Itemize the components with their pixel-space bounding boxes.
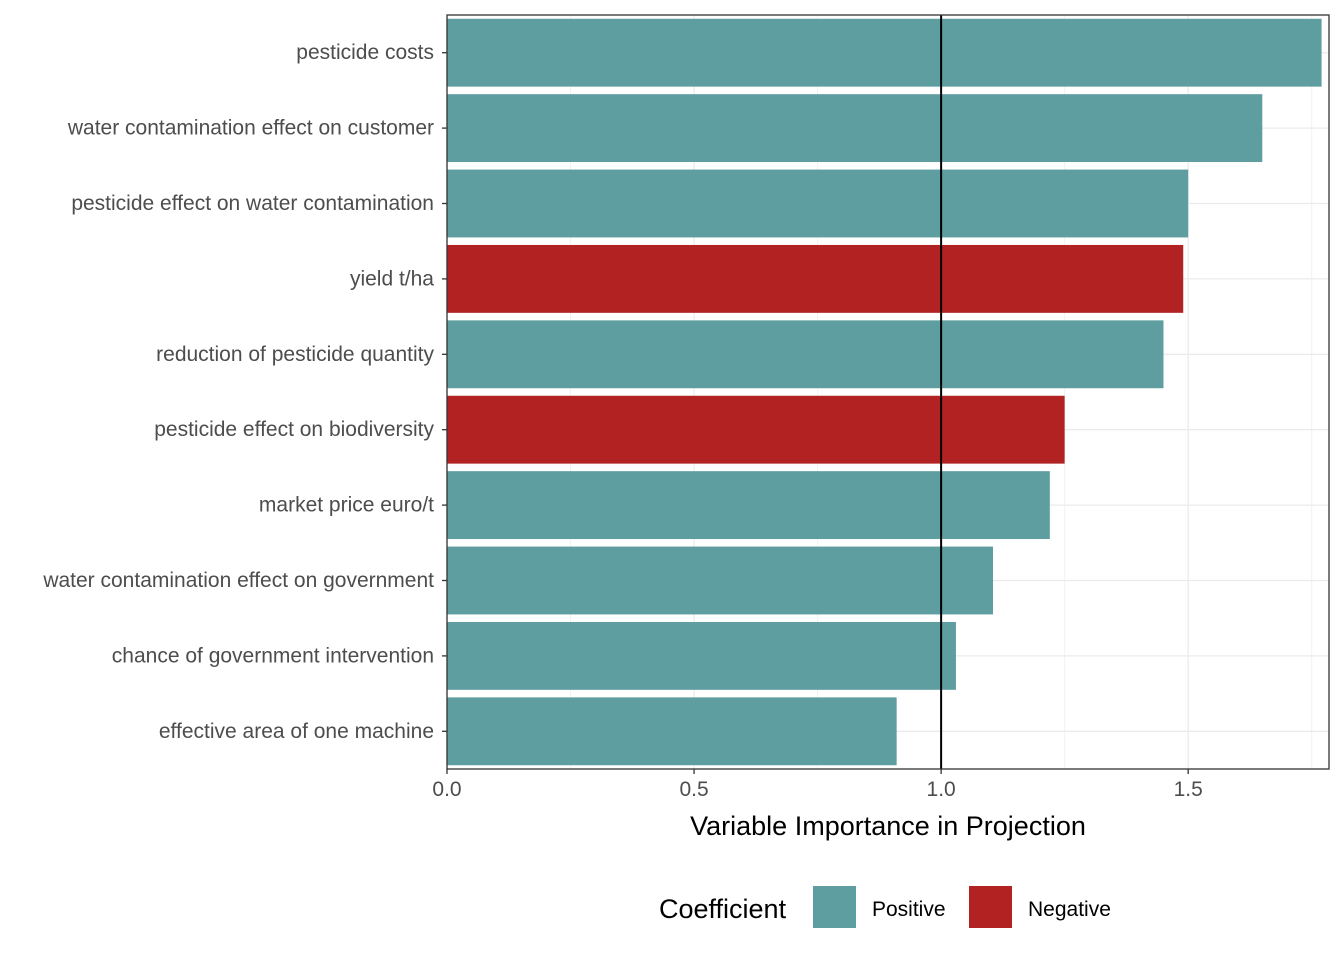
legend-label-positive: Positive (872, 898, 946, 921)
bar (447, 169, 1189, 238)
bar (447, 471, 1050, 540)
bar-layer (447, 18, 1322, 766)
y-tick-label: effective area of one machine (159, 720, 434, 743)
bar (447, 546, 993, 615)
legend-key-positive (813, 886, 856, 928)
y-tick-label: pesticide effect on water contamination (71, 192, 434, 215)
y-axis: pesticide costs water contamination effec… (42, 41, 447, 743)
legend-title: Coefficient (659, 894, 787, 924)
y-tick-label: pesticide effect on biodiversity (154, 418, 434, 441)
x-tick-label: 1.0 (927, 778, 956, 801)
y-tick-label: reduction of pesticide quantity (156, 343, 434, 366)
y-tick-label: yield t/ha (350, 267, 434, 290)
bar (447, 395, 1065, 464)
x-tick-label: 0.0 (432, 778, 461, 801)
x-tick-label: 0.5 (679, 778, 708, 801)
x-axis: 0.0 0.5 1.0 1.5 (432, 769, 1203, 801)
x-tick-label: 1.5 (1174, 778, 1203, 801)
x-axis-label: Variable Importance in Projection (690, 811, 1086, 841)
bar (447, 621, 956, 690)
y-tick-label: water contamination effect on customer (67, 117, 434, 140)
y-tick-label: water contamination effect on government (42, 569, 434, 592)
legend-label-negative: Negative (1028, 898, 1111, 921)
bar (447, 697, 897, 766)
bar (447, 94, 1263, 163)
y-tick-label: pesticide costs (296, 41, 434, 64)
legend: Coefficient Positive Negative (659, 886, 1111, 928)
bar (447, 244, 1184, 313)
panel-border (446, 14, 1330, 770)
bar (447, 320, 1164, 389)
legend-key-negative (969, 886, 1012, 928)
bar (447, 18, 1322, 87)
y-tick-label: market price euro/t (259, 494, 434, 517)
y-tick-label: chance of government intervention (112, 644, 434, 667)
